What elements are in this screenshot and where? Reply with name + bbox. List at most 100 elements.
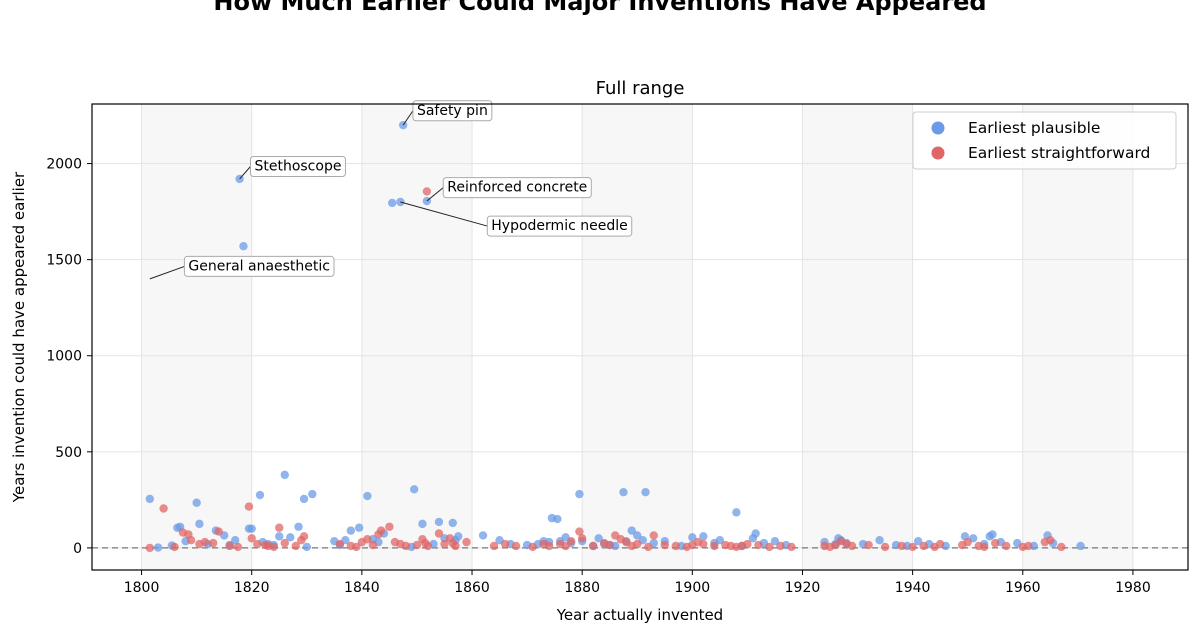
- x-tick-label: 1900: [675, 580, 711, 596]
- annotation-leader: [239, 166, 251, 180]
- data-point: [575, 489, 584, 499]
- y-tick-label: 1500: [46, 253, 82, 269]
- x-tick-label: 1800: [124, 580, 160, 596]
- y-axis-label: Years invention could have appeared earl…: [10, 171, 28, 503]
- shaded-band: [141, 104, 252, 570]
- data-point: [233, 542, 243, 552]
- data-point: [253, 539, 262, 549]
- data-point: [880, 542, 890, 552]
- data-point: [787, 542, 796, 552]
- data-point: [385, 522, 394, 531]
- data-point: [649, 531, 658, 540]
- data-point: [418, 519, 427, 529]
- data-point: [1002, 541, 1011, 551]
- data-point: [699, 532, 708, 541]
- data-point: [619, 487, 628, 497]
- data-point: [847, 541, 857, 551]
- y-axis: 0 500 1000 1500 2000: [46, 157, 92, 557]
- annotation-leader: [149, 265, 185, 280]
- legend-label-straightforward: Earliest straightforward: [968, 144, 1150, 162]
- data-point: [335, 539, 345, 549]
- data-point: [299, 494, 309, 504]
- annotations: Safety pin Stethoscope Reinforced concrete…: [149, 100, 633, 280]
- x-tick-label: 1940: [895, 580, 931, 596]
- data-point: [363, 491, 372, 501]
- chart-subtitle: Full range: [596, 78, 685, 99]
- data-point: [478, 531, 488, 540]
- data-point: [913, 536, 923, 546]
- data-point: [988, 530, 997, 539]
- annotation-label: General anaesthetic: [188, 258, 330, 274]
- data-point: [159, 504, 168, 513]
- annotation-label: Safety pin: [417, 103, 488, 119]
- data-point: [280, 470, 289, 480]
- data-point: [208, 538, 218, 548]
- data-point: [244, 502, 254, 511]
- data-point: [387, 198, 397, 208]
- data-point: [489, 541, 499, 551]
- annotation: General anaesthetic: [149, 255, 335, 280]
- annotation-leader: [400, 201, 488, 227]
- legend-label-plausible: Earliest plausible: [968, 119, 1100, 137]
- annotation-box: [442, 177, 592, 199]
- data-point: [434, 529, 444, 538]
- main-title: How Much Earlier Could Major Inventions …: [213, 0, 986, 16]
- data-point: [299, 532, 309, 541]
- data-point: [412, 540, 422, 550]
- data-point: [225, 541, 234, 551]
- data-point: [897, 541, 906, 551]
- data-point: [398, 120, 408, 130]
- data-point: [368, 540, 378, 550]
- data-point: [575, 527, 584, 536]
- x-tick-label: 1880: [564, 580, 600, 596]
- data-point: [462, 537, 471, 547]
- annotation: Stethoscope: [239, 155, 346, 180]
- shaded-band: [1022, 104, 1133, 570]
- annotation: Reinforced concrete: [426, 177, 592, 202]
- data-point: [743, 539, 752, 549]
- x-tick-label: 1820: [234, 580, 270, 596]
- data-point: [354, 523, 364, 532]
- data-point: [644, 542, 653, 552]
- data-point: [633, 539, 642, 549]
- data-point: [641, 487, 650, 497]
- annotation-label: Stethoscope: [254, 158, 341, 174]
- shaded-band: [582, 104, 693, 570]
- data-point: [776, 541, 785, 551]
- data-point: [1076, 541, 1085, 551]
- data-point: [908, 542, 917, 552]
- data-points: [145, 120, 1085, 553]
- data-point: [376, 526, 386, 535]
- legend-marker-plausible: [931, 121, 945, 135]
- data-point: [280, 538, 289, 548]
- data-point: [275, 532, 284, 541]
- data-point: [346, 526, 356, 535]
- data-point: [765, 542, 774, 552]
- data-point: [239, 242, 248, 251]
- annotation-box: [183, 255, 335, 277]
- x-tick-label: 1840: [344, 580, 380, 596]
- x-axis: 1800 1820 1840 1860 1880 1900 1920 1940 1960 1980: [124, 570, 1151, 596]
- y-tick-label: 1000: [46, 349, 82, 365]
- data-point: [255, 490, 265, 500]
- gridlines: [92, 104, 1188, 570]
- data-point: [715, 536, 725, 545]
- data-point: [553, 514, 562, 524]
- data-point: [423, 541, 433, 551]
- x-tick-label: 1860: [454, 580, 490, 596]
- data-point: [170, 542, 179, 552]
- legend-marker-straightforward: [931, 146, 945, 160]
- annotation-box: [486, 215, 633, 237]
- data-point: [448, 518, 457, 528]
- data-point: [566, 536, 576, 546]
- data-point: [633, 531, 642, 540]
- data-point: [186, 536, 196, 545]
- annotation-leader: [426, 187, 444, 202]
- data-point: [864, 540, 873, 550]
- shaded-band: [802, 104, 913, 570]
- data-point: [500, 539, 510, 549]
- data-point: [935, 539, 945, 549]
- x-tick-label: 1960: [1005, 580, 1041, 596]
- data-point: [594, 534, 603, 543]
